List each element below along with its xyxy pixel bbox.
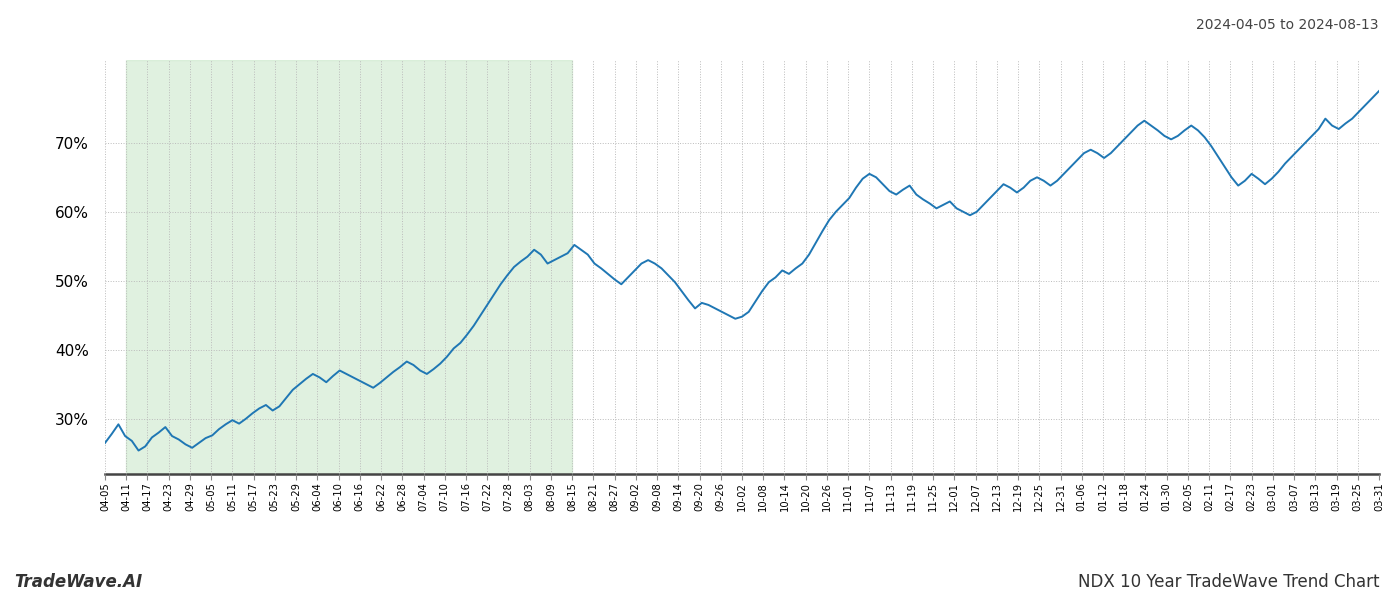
Text: 2024-04-05 to 2024-08-13: 2024-04-05 to 2024-08-13 xyxy=(1197,18,1379,32)
Bar xyxy=(126,60,573,474)
Text: NDX 10 Year TradeWave Trend Chart: NDX 10 Year TradeWave Trend Chart xyxy=(1078,573,1379,591)
Text: TradeWave.AI: TradeWave.AI xyxy=(14,573,143,591)
